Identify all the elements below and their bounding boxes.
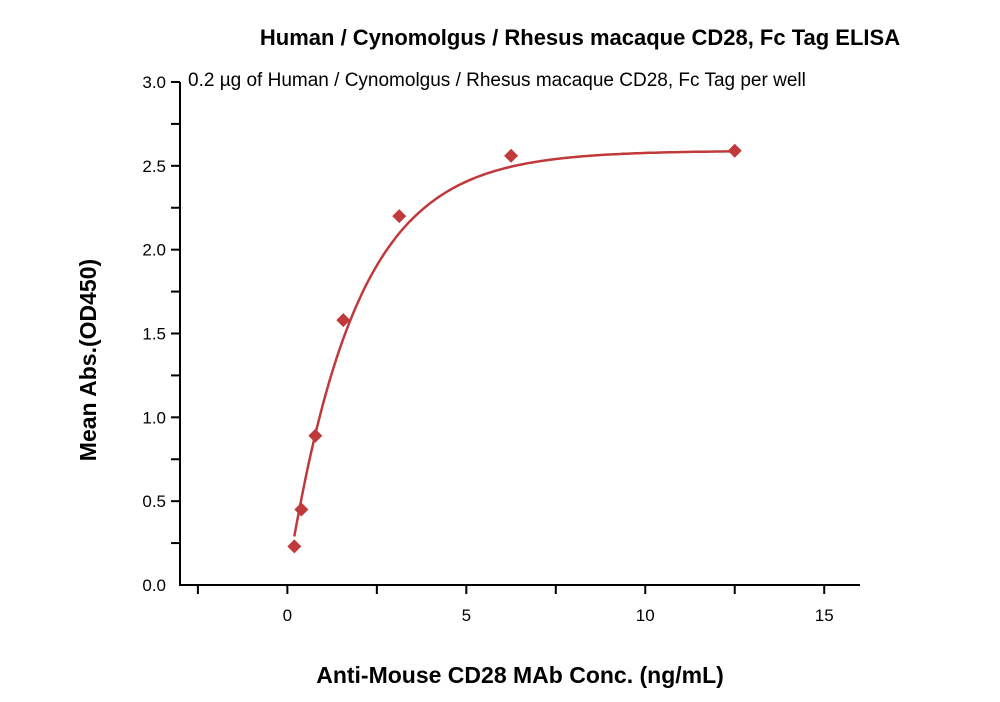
x-tick-label: 10 [636,606,655,625]
data-point [287,539,302,554]
fit-curve [293,150,735,537]
y-tick-label: 1.5 [142,325,166,344]
y-tick-label: 0.5 [142,492,166,511]
data-point [727,143,742,158]
data-point [308,428,323,443]
data-point [294,502,309,517]
chart-title: Human / Cynomolgus / Rhesus macaque CD28… [260,25,900,50]
data-point [336,313,351,328]
data-point [392,209,407,224]
y-tick-label: 1.0 [142,408,166,427]
x-axis-label: Anti-Mouse CD28 MAb Conc. (ng/mL) [316,662,724,688]
y-tick-label: 0.0 [142,576,166,595]
y-tick-label: 2.5 [142,157,166,176]
x-tick-label: 5 [462,606,471,625]
y-axis-label: Mean Abs.(OD450) [75,259,101,461]
y-tick-label: 3.0 [142,73,166,92]
x-tick-label: 0 [283,606,292,625]
y-tick-label: 2.0 [142,241,166,260]
x-tick-label: 15 [815,606,834,625]
data-point [504,148,519,163]
chart-subtitle: 0.2 µg of Human / Cynomolgus / Rhesus ma… [188,70,806,91]
